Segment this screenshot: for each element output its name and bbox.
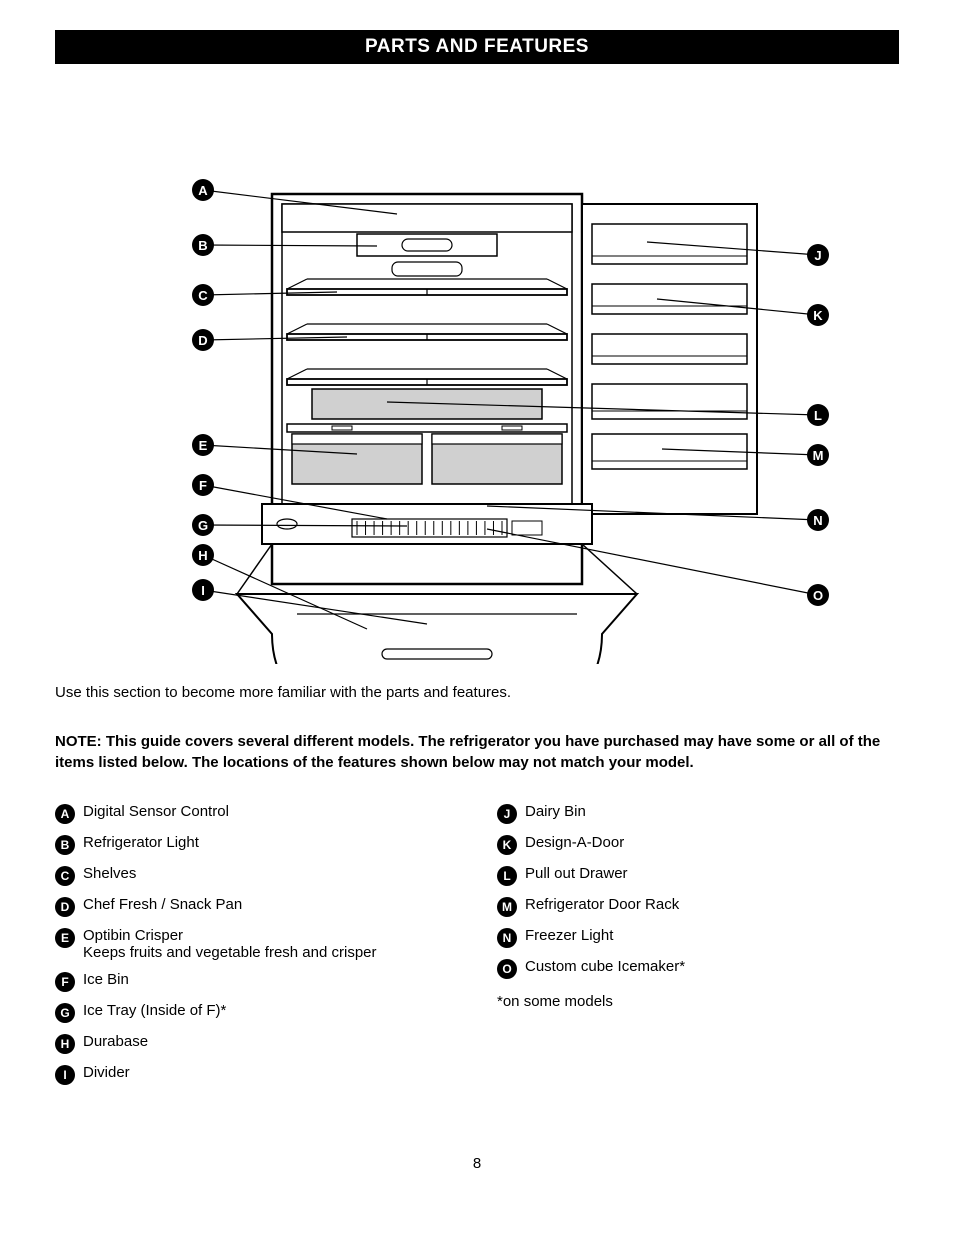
legend-bubble-m: M: [497, 897, 517, 917]
legend-bubble-n: N: [497, 928, 517, 948]
legend-bubble-f: F: [55, 972, 75, 992]
legend-column-right: J Dairy Bin K Design-A-Door L Pull out Drawer…: [497, 803, 899, 1095]
legend-item-n: N Freezer Light: [497, 927, 899, 948]
legend-item-l: L Pull out Drawer: [497, 865, 899, 886]
callout-d: D: [192, 329, 214, 351]
callout-a: A: [192, 179, 214, 201]
legend-item-j: J Dairy Bin: [497, 803, 899, 824]
legend-label-d: Chef Fresh / Snack Pan: [83, 896, 457, 913]
intro-text: Use this section to become more familiar…: [55, 684, 899, 701]
callout-n: N: [807, 509, 829, 531]
legend-item-m: M Refrigerator Door Rack: [497, 896, 899, 917]
callout-f: F: [192, 474, 214, 496]
legend-label-e: Optibin CrisperKeeps fruits and vegetabl…: [83, 927, 457, 961]
legend-bubble-o: O: [497, 959, 517, 979]
legend-label-a: Digital Sensor Control: [83, 803, 457, 820]
legend-bubble-k: K: [497, 835, 517, 855]
page: PARTS AND FEATURES ABCDEFGHIJKLMNO Use t…: [0, 0, 954, 1212]
legend-label-n: Freezer Light: [525, 927, 899, 944]
legend-bubble-h: H: [55, 1034, 75, 1054]
legend-label-j: Dairy Bin: [525, 803, 899, 820]
page-number: 8: [55, 1155, 899, 1172]
section-title: PARTS AND FEATURES: [55, 30, 899, 64]
legend-label-b: Refrigerator Light: [83, 834, 457, 851]
callout-l: L: [807, 404, 829, 426]
legend-label-m: Refrigerator Door Rack: [525, 896, 899, 913]
legend-item-i: I Divider: [55, 1064, 457, 1085]
legend-item-h: H Durabase: [55, 1033, 457, 1054]
legend-item-e: E Optibin CrisperKeeps fruits and vegetab…: [55, 927, 457, 961]
callout-j: J: [807, 244, 829, 266]
legend-label-g: Ice Tray (Inside of F)*: [83, 1002, 457, 1019]
legend-label-f: Ice Bin: [83, 971, 457, 988]
legend-label-o: Custom cube Icemaker*: [525, 958, 899, 975]
callout-i: I: [192, 579, 214, 601]
legend-label-i: Divider: [83, 1064, 457, 1081]
legend-bubble-d: D: [55, 897, 75, 917]
legend-label-h: Durabase: [83, 1033, 457, 1050]
legend-item-k: K Design-A-Door: [497, 834, 899, 855]
legend-label-c: Shelves: [83, 865, 457, 882]
legend-column-left: A Digital Sensor Control B Refrigerator Lig…: [55, 803, 457, 1095]
legend-item-a: A Digital Sensor Control: [55, 803, 457, 824]
legend-item-f: F Ice Bin: [55, 971, 457, 992]
legend-bubble-j: J: [497, 804, 517, 824]
legend-bubble-g: G: [55, 1003, 75, 1023]
legend-bubble-b: B: [55, 835, 75, 855]
legend-bubble-c: C: [55, 866, 75, 886]
legend: A Digital Sensor Control B Refrigerator Lig…: [55, 803, 899, 1095]
callout-g: G: [192, 514, 214, 536]
legend-label-k: Design-A-Door: [525, 834, 899, 851]
callout-h: H: [192, 544, 214, 566]
legend-item-b: B Refrigerator Light: [55, 834, 457, 855]
legend-bubble-e: E: [55, 928, 75, 948]
legend-bubble-a: A: [55, 804, 75, 824]
legend-item-o: O Custom cube Icemaker*: [497, 958, 899, 979]
legend-sublabel-e: Keeps fruits and vegetable fresh and cri…: [83, 944, 457, 961]
parts-diagram: A B C D EFGHI J K LM N O: [87, 124, 867, 664]
legend-footnote: *on some models: [497, 993, 899, 1010]
legend-bubble-l: L: [497, 866, 517, 886]
callout-k: K: [807, 304, 829, 326]
legend-item-c: C Shelves: [55, 865, 457, 886]
callout-m: M: [807, 444, 829, 466]
callout-e: E: [192, 434, 214, 456]
note-text: NOTE: This guide covers several differen…: [55, 731, 899, 773]
legend-bubble-i: I: [55, 1065, 75, 1085]
callout-b: B: [192, 234, 214, 256]
legend-item-d: D Chef Fresh / Snack Pan: [55, 896, 457, 917]
callout-c: C: [192, 284, 214, 306]
callout-o: O: [807, 584, 829, 606]
legend-item-g: G Ice Tray (Inside of F)*: [55, 1002, 457, 1023]
legend-label-l: Pull out Drawer: [525, 865, 899, 882]
